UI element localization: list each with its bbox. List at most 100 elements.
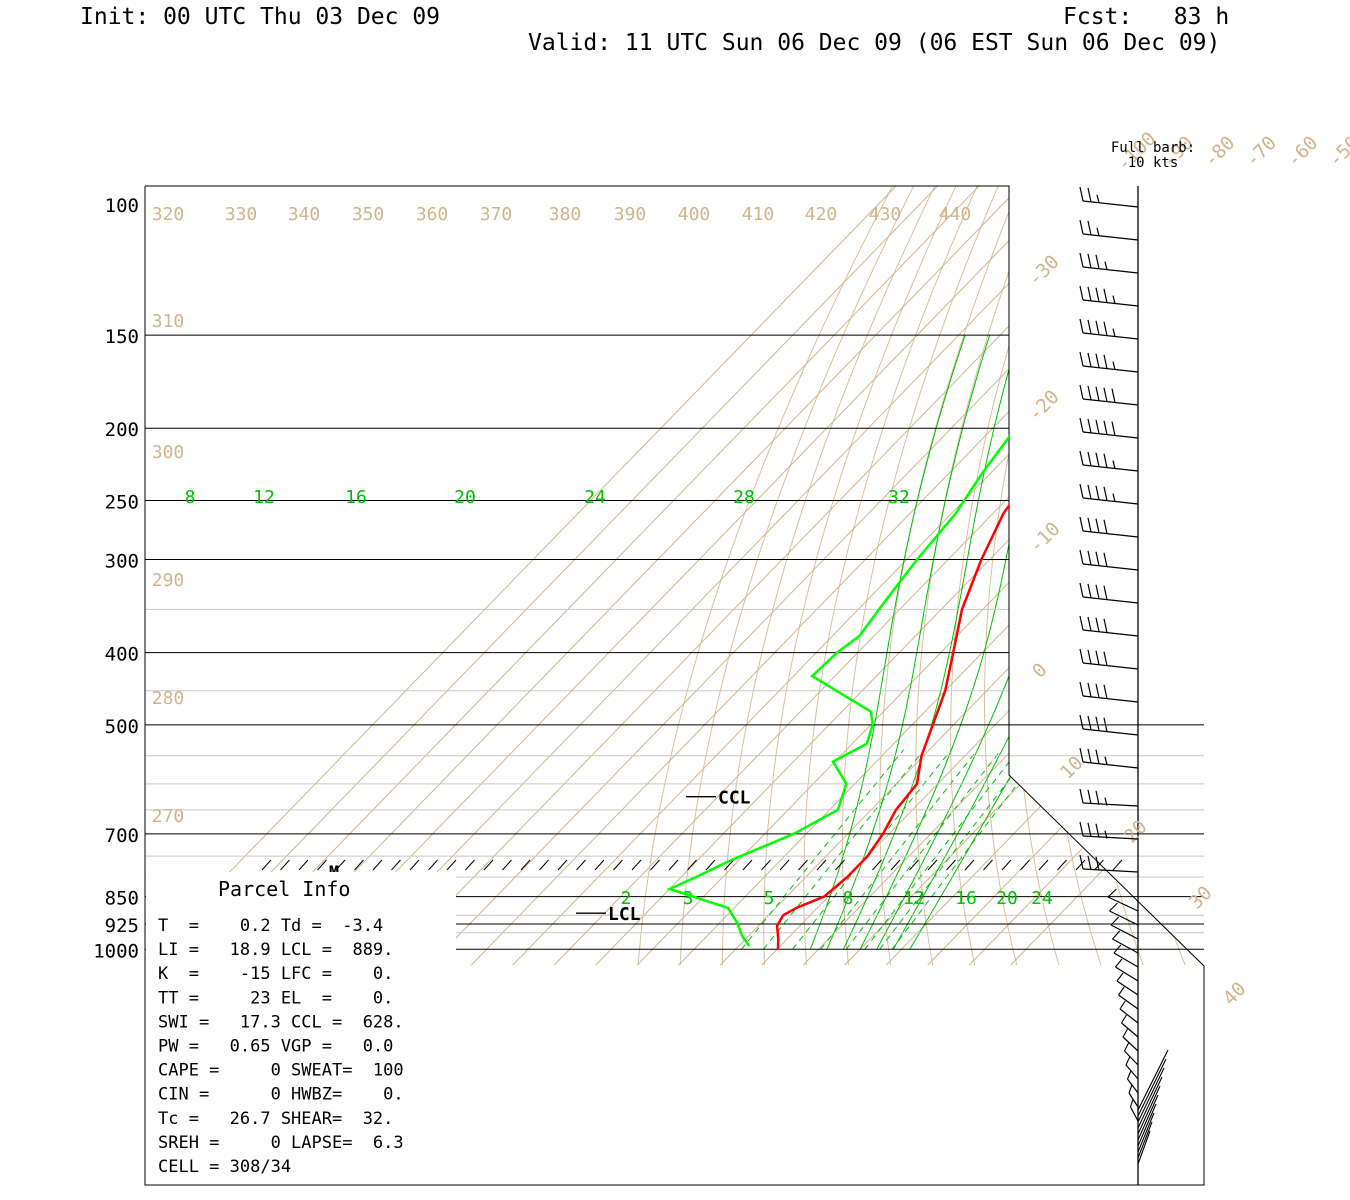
wind-barb-flag [1079, 516, 1084, 532]
mixing-ratio-line [820, 749, 978, 950]
theta-label: 420 [805, 204, 838, 225]
wind-barb-flag [1079, 219, 1084, 235]
wind-barb-staff [1137, 1112, 1155, 1153]
hatch-mark [964, 859, 975, 871]
barb-key-line2: 10 kts [1128, 155, 1179, 171]
wind-barb-staff [1125, 1064, 1139, 1080]
hatch-mark [298, 859, 309, 871]
wind-barb-flag [1103, 519, 1108, 534]
hatch-mark [520, 859, 531, 871]
isobars [145, 334, 1204, 950]
isotherm-label: 10 [1056, 752, 1088, 784]
wind-barb-flag [1079, 186, 1084, 202]
hatch-mark [502, 859, 512, 871]
hatch-mark [742, 859, 753, 871]
isotherm-line [927, 186, 1204, 966]
wind-barb-staff [1137, 1103, 1157, 1147]
wind-barb-flag [1087, 253, 1092, 269]
wind-barb-flag [1087, 451, 1092, 467]
wind-barb-staff [1137, 1067, 1165, 1123]
wind-barb-staff [1082, 629, 1139, 637]
parcel-row: CELL = 308/34 [158, 1157, 291, 1177]
hatch-mark [946, 859, 956, 871]
wind-barb-flag [1095, 320, 1100, 335]
plot-frame [144, 185, 1205, 1186]
wind-barb-flag [1095, 790, 1100, 805]
pressure-tick-label: 100 [105, 195, 139, 217]
wind-barb-flag [1095, 287, 1100, 302]
ccl-marker-label: CCL [718, 788, 751, 809]
wind-barb-flag [1079, 384, 1084, 400]
wind-barb-flag [1109, 902, 1118, 912]
dry-adiabat-line [1326, 170, 1350, 965]
wind-barb-flag [1087, 385, 1092, 401]
wind-barb-flag [1095, 617, 1100, 632]
parcel-row: CAPE = 0 SWEAT= 100 [158, 1061, 404, 1081]
isotherm-label: 20 [1120, 816, 1152, 848]
wind-barbs [1079, 186, 1169, 1165]
isotherm-line [553, 186, 1204, 966]
isotherm-label: 40 [1219, 978, 1251, 1010]
isotherm-line [429, 186, 1203, 966]
mixing-ratio-label: 3 [683, 888, 694, 909]
mixing-ratio-line [864, 749, 1019, 950]
wind-barb-flag [1103, 354, 1108, 369]
moist-adiabat-line [809, 334, 966, 950]
hatch-mark [428, 859, 438, 871]
theta-e-label: 28 [733, 487, 755, 508]
wind-barb-staff [1082, 365, 1139, 373]
parcel-row: TT = 23 EL = 0. [158, 988, 393, 1008]
hatch-mark [1020, 859, 1030, 871]
wind-barb-staff [1082, 398, 1139, 406]
wind-barb-flag [1095, 353, 1100, 368]
theta-label: 440 [939, 204, 972, 225]
isotherm-line [387, 186, 1162, 966]
mixing-ratio-label: 8 [843, 888, 854, 909]
hatch-mark [483, 859, 494, 871]
wind-barb-flag [1087, 220, 1092, 236]
wind-barb-half [1112, 460, 1116, 469]
wind-barb-flag [1087, 352, 1092, 368]
parcel-row: K = -15 LFC = 0. [158, 964, 393, 984]
dry-adiabat-line [1276, 170, 1350, 965]
hatch-mark [650, 859, 660, 871]
wind-barb-flag [1095, 856, 1100, 871]
dry-adiabat-line [763, 186, 965, 966]
mixing-ratio-line [741, 749, 904, 950]
wind-barb-flag [1087, 517, 1092, 533]
wind-barb-flag [1087, 715, 1092, 731]
wind-barb-half [1096, 194, 1100, 203]
mixing-ratio-line [891, 749, 1045, 950]
dry-adiabats [637, 170, 1350, 966]
hatch-mark [613, 859, 623, 871]
isotherm-line [221, 186, 996, 966]
hatch-mark [594, 859, 605, 871]
hatch-mark [576, 859, 586, 871]
hatch-mark [372, 859, 383, 871]
hatch-mark [668, 859, 679, 871]
isotherm-line [802, 186, 1204, 966]
wind-barb-staff [1137, 1058, 1167, 1117]
dry-adiabat-line [1139, 186, 1204, 966]
wind-barb-flag [1079, 681, 1084, 697]
wind-barb-flag [1079, 285, 1084, 301]
isotherm-line [346, 186, 1120, 966]
wind-barb-staff [1082, 835, 1139, 840]
dry-adiabat-line [803, 186, 985, 966]
theta-e-label: 8 [185, 487, 196, 508]
wind-barb-staff [1082, 299, 1139, 307]
wind-barb-flag [1079, 615, 1084, 631]
pressure-tick-label: 200 [105, 419, 139, 441]
wind-barb-flag [1125, 1056, 1131, 1066]
wind-barb-flag [1095, 650, 1100, 665]
pressure-tick-label: 250 [105, 491, 139, 513]
wind-barb-staff [1082, 200, 1139, 208]
mixing-ratio-label: 5 [764, 888, 775, 909]
moist-adiabat-line [859, 334, 1055, 950]
theta-label: 300 [152, 442, 185, 463]
wind-barb-flag [1079, 648, 1084, 664]
pressure-tick-label: 500 [105, 716, 139, 738]
barb-key-line1: Full barb: [1111, 140, 1195, 156]
theta-e-label: 16 [345, 487, 367, 508]
dry-adiabat-line [1167, 186, 1204, 966]
